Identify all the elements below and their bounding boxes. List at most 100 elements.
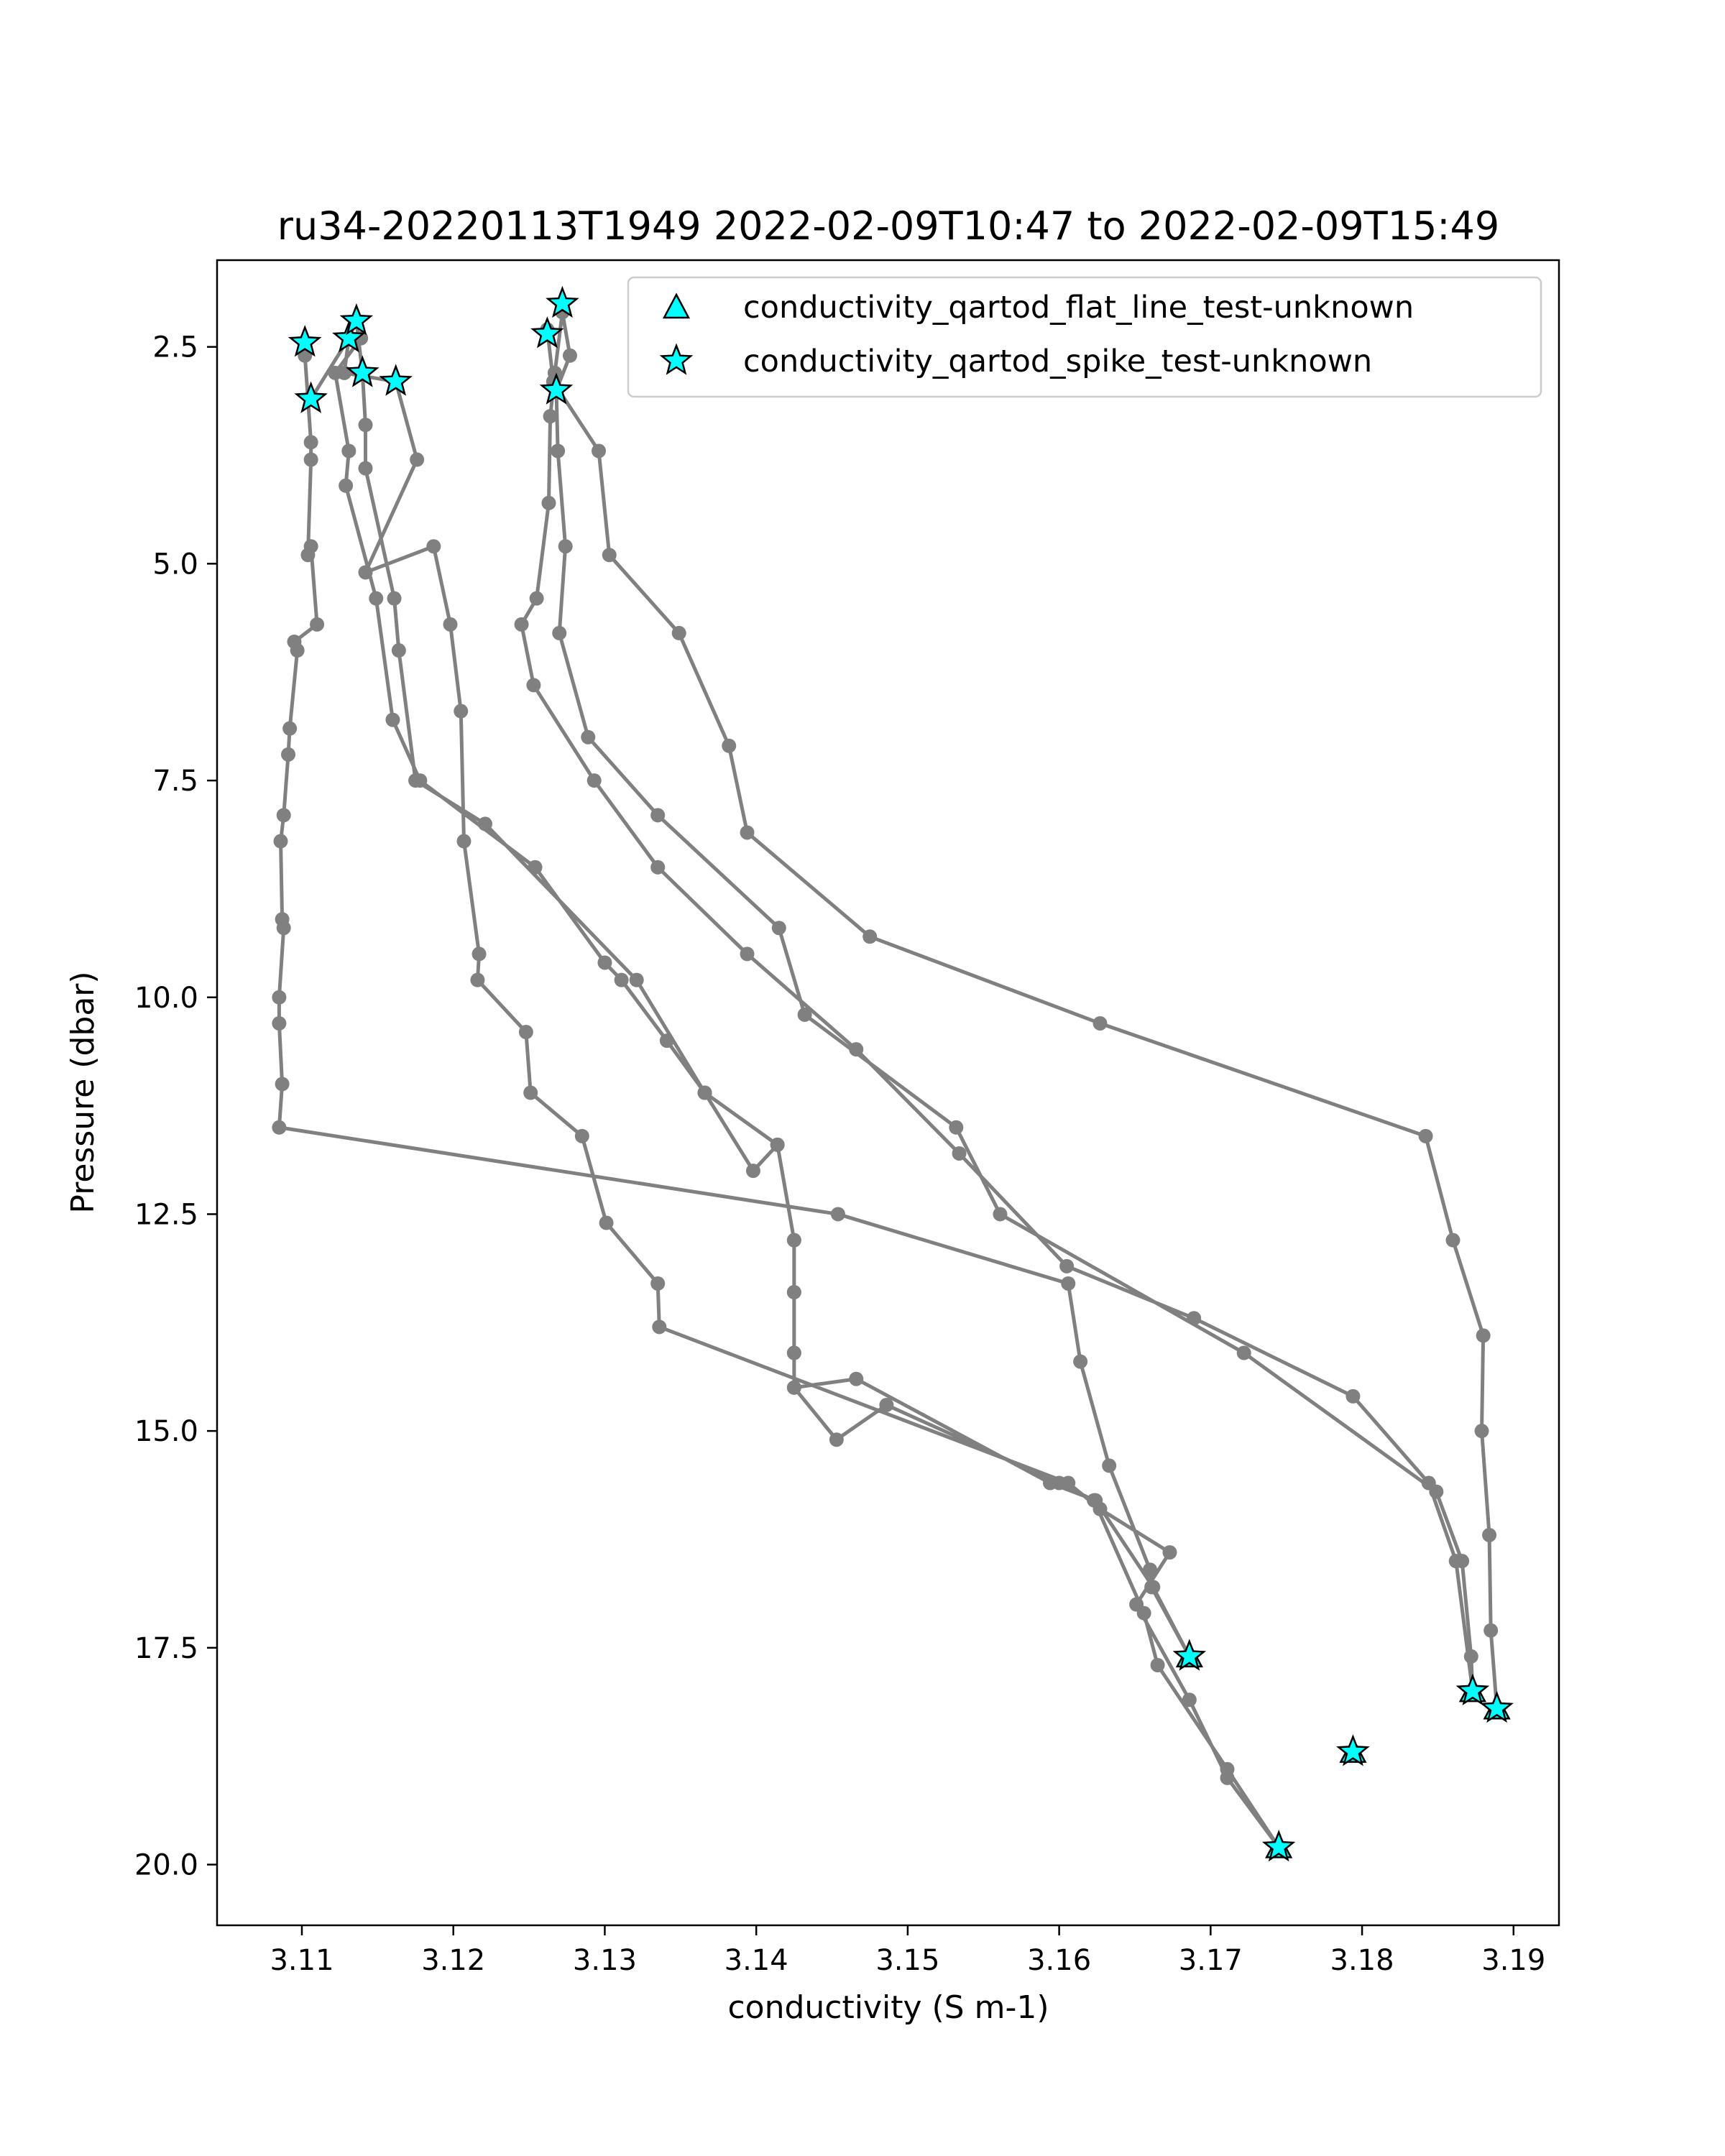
data-point — [952, 1146, 967, 1161]
data-point — [272, 990, 287, 1005]
data-point — [740, 946, 755, 962]
data-point — [849, 1042, 864, 1057]
data-point — [1236, 1345, 1251, 1360]
data-point — [552, 625, 567, 640]
data-point — [659, 1033, 674, 1049]
data-point — [303, 452, 318, 467]
spike-flag-marker — [1480, 1690, 1514, 1723]
x-axis-label: conductivity (S m-1) — [727, 1989, 1049, 2026]
data-point — [830, 1207, 845, 1222]
data-point — [562, 348, 577, 363]
profile-line — [520, 311, 1475, 1693]
data-point — [1346, 1388, 1361, 1404]
x-tick-label: 3.15 — [875, 1944, 939, 1977]
data-point — [526, 678, 541, 693]
data-point — [650, 860, 666, 875]
spike-flag-marker — [1261, 1829, 1296, 1862]
data-point — [341, 443, 356, 459]
data-point — [1087, 1493, 1102, 1508]
profile-line — [545, 329, 1499, 1709]
x-tick-label: 3.16 — [1027, 1944, 1091, 1977]
data-point — [786, 1345, 801, 1360]
data-point — [358, 418, 373, 433]
data-point — [629, 972, 644, 987]
data-point — [745, 1164, 760, 1179]
data-point — [272, 1015, 287, 1031]
plot-area — [272, 285, 1514, 1862]
data-point — [993, 1207, 1008, 1222]
data-point — [586, 773, 602, 788]
spike-flag-marker — [1455, 1673, 1490, 1706]
data-point — [282, 721, 298, 736]
data-point — [829, 1432, 844, 1447]
data-point — [1092, 1015, 1108, 1031]
data-point — [1482, 1527, 1497, 1542]
data-point — [1463, 1649, 1478, 1664]
data-point — [740, 825, 755, 840]
x-axis: 3.11 3.12 3.13 3.14 3.15 3.16 3.17 3.18 3.19 — [270, 1925, 1545, 1977]
data-point — [862, 929, 878, 944]
data-point — [1455, 1554, 1470, 1569]
y-axis: 2.5 5.0 7.5 10.0 12.5 15.0 17.5 20.0 — [134, 331, 217, 1882]
data-point — [529, 591, 544, 606]
data-point — [303, 539, 318, 554]
data-point — [518, 1025, 533, 1040]
data-point — [391, 643, 406, 658]
data-point — [551, 443, 566, 459]
spike-flag-marker — [1172, 1639, 1207, 1671]
spike-flag-marker — [346, 355, 380, 387]
data-point — [1136, 1606, 1151, 1621]
data-point — [358, 565, 373, 580]
data-point — [1187, 1311, 1202, 1326]
data-point — [290, 643, 305, 658]
data-point — [1162, 1545, 1177, 1560]
data-point — [454, 704, 469, 719]
data-point — [1143, 1562, 1158, 1577]
data-point — [410, 452, 425, 467]
y-tick-label: 12.5 — [134, 1198, 198, 1231]
legend-star-marker — [659, 343, 694, 375]
spike-flag-marker — [539, 372, 574, 405]
data-point — [1061, 1276, 1076, 1291]
data-point — [1073, 1354, 1088, 1369]
data-point — [574, 1128, 589, 1143]
data-point — [276, 921, 291, 936]
y-tick-label: 2.5 — [152, 331, 198, 364]
data-point — [310, 617, 325, 632]
data-point — [599, 1215, 614, 1230]
data-point — [1150, 1657, 1165, 1672]
data-point — [470, 972, 485, 987]
data-point — [697, 1085, 712, 1100]
data-point — [786, 1380, 801, 1395]
data-point — [1476, 1328, 1491, 1343]
data-point — [1052, 1475, 1067, 1491]
data-point — [1146, 1580, 1161, 1595]
x-tick-label: 3.17 — [1179, 1944, 1243, 1977]
data-point — [614, 972, 629, 987]
data-point — [650, 1276, 666, 1291]
data-point — [849, 1371, 864, 1386]
data-point — [528, 860, 543, 875]
x-tick-label: 3.12 — [421, 1944, 485, 1977]
y-tick-label: 7.5 — [152, 765, 198, 798]
spike-flag-marker — [288, 325, 322, 357]
plot-frame — [216, 259, 1560, 1927]
x-tick-label: 3.11 — [270, 1944, 334, 1977]
x-tick-label: 3.13 — [573, 1944, 637, 1977]
y-tick-label: 20.0 — [134, 1849, 198, 1882]
data-point — [592, 443, 607, 459]
data-point — [770, 1137, 785, 1152]
spike-flag-marker — [1336, 1734, 1370, 1766]
data-point — [771, 921, 786, 936]
data-point — [722, 738, 737, 753]
legend-triangle-marker — [662, 292, 691, 319]
data-point — [443, 617, 458, 632]
legend: conductivity_qartod_flat_line_test-unkno… — [627, 276, 1542, 398]
spike-flags — [288, 285, 1514, 1862]
data-point — [1182, 1692, 1197, 1708]
data-point — [1220, 1761, 1235, 1777]
data-point — [272, 1120, 287, 1135]
x-tick-label: 3.19 — [1481, 1944, 1545, 1977]
data-point — [1429, 1484, 1444, 1499]
